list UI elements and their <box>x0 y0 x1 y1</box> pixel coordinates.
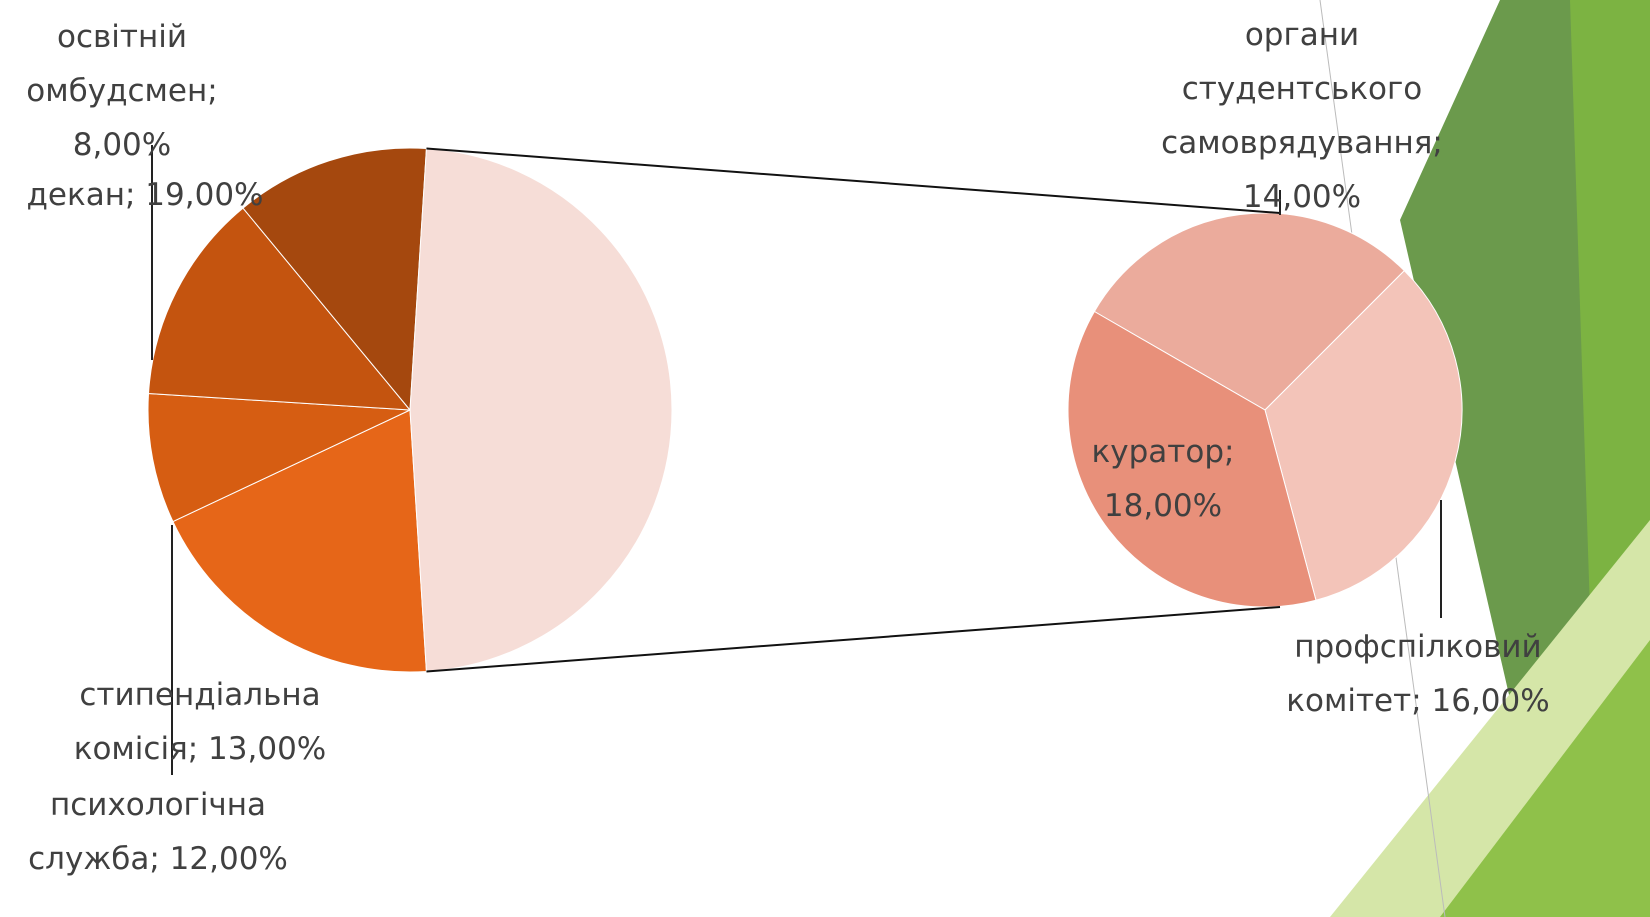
data-label: декан; 19,00% <box>0 168 310 222</box>
separator: ; <box>1411 683 1431 719</box>
value-label: 12,00% <box>170 841 288 877</box>
page: декан; 19,00%освітній омбудсмен; 8,00%ст… <box>0 0 1650 917</box>
data-label: органи студентського самоврядування; 14,… <box>1152 8 1452 224</box>
value-label: 19,00% <box>145 177 263 213</box>
separator: ; <box>1432 125 1442 161</box>
value-label: 18,00% <box>1104 488 1222 524</box>
data-label: профспілковий комітет; 16,00% <box>1273 620 1563 728</box>
data-label: стипендіальна комісія; 13,00% <box>35 668 365 776</box>
category-name: освітній омбудсмен <box>26 19 207 109</box>
data-label: куратор; 18,00% <box>1063 425 1263 533</box>
data-label: освітній омбудсмен; 8,00% <box>2 10 242 172</box>
separator: ; <box>149 841 169 877</box>
separator: ; <box>1224 434 1234 470</box>
separator: ; <box>188 731 208 767</box>
category-name: куратор <box>1092 434 1224 470</box>
value-label: 14,00% <box>1243 179 1361 215</box>
category-name: органи студентського самоврядування <box>1161 17 1432 161</box>
separator: ; <box>125 177 145 213</box>
value-label: 13,00% <box>208 731 326 767</box>
value-label: 16,00% <box>1432 683 1550 719</box>
category-name: декан <box>26 177 125 213</box>
value-label: 8,00% <box>73 127 171 163</box>
pie-slice <box>410 149 672 672</box>
data-label: психологічна служба; 12,00% <box>8 778 308 886</box>
separator: ; <box>207 73 217 109</box>
